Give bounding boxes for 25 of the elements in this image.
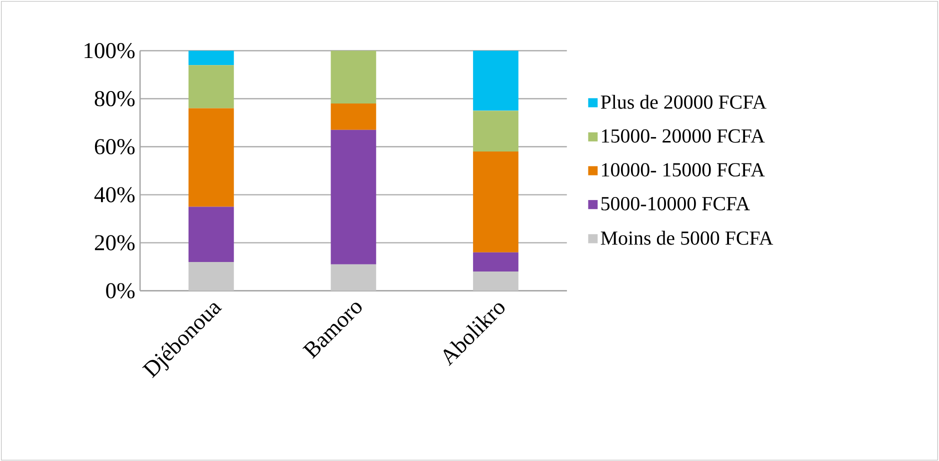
bar: [330, 264, 376, 291]
legend-label: 15000- 20000 FCFA: [602, 129, 765, 142]
legend-label: 10000- 15000 FCFA: [602, 162, 765, 176]
bar: [330, 130, 376, 264]
bar: [473, 110, 518, 152]
y-tick-label: 60%: [94, 138, 135, 154]
bar: [330, 103, 376, 130]
legend-label: 5000-10000 FCFA: [601, 196, 750, 210]
bar: [473, 271, 518, 291]
legend-label: Moins de 5000 FCFA: [600, 230, 774, 245]
bar: [473, 50, 518, 110]
bar: [188, 206, 234, 262]
y-tick-label: 80%: [94, 90, 135, 106]
y-tick-label: 0%: [106, 282, 135, 298]
y-tick-label: 40%: [94, 186, 135, 202]
bar: [473, 151, 518, 252]
bar: [330, 50, 376, 104]
y-tick-label: 20%: [94, 234, 135, 250]
bar: [188, 50, 234, 65]
y-tick-label: 100%: [84, 42, 135, 58]
bar: [188, 108, 234, 206]
bar: [188, 64, 234, 108]
legend-label: Plus de 20000 FCFA: [600, 94, 766, 109]
bar: [188, 262, 234, 291]
bar: [473, 252, 518, 272]
